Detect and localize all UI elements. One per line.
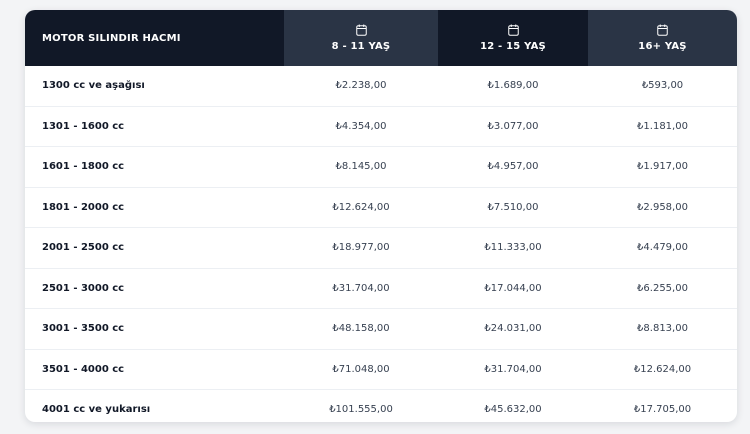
cell-age-8-11: ₺18.977,00 <box>284 227 438 269</box>
cell-age-12-15: ₺31.704,00 <box>438 349 588 390</box>
cell-age-12-15: ₺3.077,00 <box>438 106 588 147</box>
cell-age-16-plus: ₺12.624,00 <box>588 349 737 390</box>
table-header: MOTOR SILINDIR HACMI 8 - 11 YAŞ <box>25 10 737 66</box>
cell-age-8-11: ₺31.704,00 <box>284 268 438 309</box>
table-row: 3001 - 3500 cc ₺48.158,00 ₺24.031,00 ₺8.… <box>25 308 737 350</box>
table-row: 4001 cc ve yukarısı ₺101.555,00 ₺45.632,… <box>25 390 737 423</box>
cell-age-16-plus: ₺1.917,00 <box>588 146 737 188</box>
cell-age-12-15: ₺45.632,00 <box>484 404 542 416</box>
cell-age-12-15: ₺1.689,00 <box>438 66 588 107</box>
header-label: 12 - 15 YAŞ <box>480 41 546 52</box>
table-row: 1301 - 1600 cc ₺4.354,00 ₺3.077,00 ₺1.18… <box>25 106 737 147</box>
row-engine-volume: 1801 - 2000 cc <box>25 187 284 228</box>
table-row: 1801 - 2000 cc ₺12.624,00 ₺7.510,00 ₺2.9… <box>25 187 737 228</box>
cell-age-16-plus: ₺2.958,00 <box>588 187 737 228</box>
row-engine-volume: 1301 - 1600 cc <box>25 106 284 147</box>
cell-age-8-11: ₺12.624,00 <box>284 187 438 228</box>
row-engine-volume: 2501 - 3000 cc <box>25 268 284 309</box>
cell-age-12-15: ₺24.031,00 <box>438 308 588 350</box>
cell-age-12-15: ₺11.333,00 <box>438 227 588 269</box>
table-row: 3501 - 4000 cc ₺71.048,00 ₺31.704,00 ₺12… <box>25 349 737 390</box>
calendar-icon <box>507 24 519 36</box>
cell-age-8-11: ₺48.158,00 <box>284 308 438 350</box>
header-age-16-plus: 16+ YAŞ <box>588 10 737 66</box>
cell-age-12-15: ₺17.044,00 <box>438 268 588 309</box>
cell-age-16-plus: ₺593,00 <box>588 66 737 107</box>
cell-age-16-plus: ₺6.255,00 <box>588 268 737 309</box>
row-engine-volume: 3001 - 3500 cc <box>25 308 284 350</box>
table-row: 2001 - 2500 cc ₺18.977,00 ₺11.333,00 ₺4.… <box>25 227 737 269</box>
cell-age-8-11: ₺2.238,00 <box>284 66 438 107</box>
row-engine-volume: 1300 cc ve aşağısı <box>25 66 284 107</box>
mtv-table: MOTOR SILINDIR HACMI 8 - 11 YAŞ <box>25 10 737 422</box>
cell-age-12-15: ₺7.510,00 <box>438 187 588 228</box>
header-age-8-11: 8 - 11 YAŞ <box>284 10 438 66</box>
header-label: 8 - 11 YAŞ <box>331 41 391 52</box>
header-age-12-15: 12 - 15 YAŞ <box>438 10 588 66</box>
cell-age-8-11: ₺8.145,00 <box>284 146 438 188</box>
calendar-icon <box>355 24 367 36</box>
cell-age-16-plus: ₺1.181,00 <box>588 106 737 147</box>
cell-age-8-11: ₺71.048,00 <box>284 349 438 390</box>
row-engine-volume: 3501 - 4000 cc <box>25 349 284 390</box>
table-row: 1300 cc ve aşağısı ₺2.238,00 ₺1.689,00 ₺… <box>25 66 737 107</box>
table-row: 1601 - 1800 cc ₺8.145,00 ₺4.957,00 ₺1.91… <box>25 146 737 188</box>
table-row: 2501 - 3000 cc ₺31.704,00 ₺17.044,00 ₺6.… <box>25 268 737 309</box>
cell-age-8-11: ₺101.555,00 <box>329 404 393 416</box>
cell-age-16-plus: ₺8.813,00 <box>588 308 737 350</box>
row-engine-volume: 1601 - 1800 cc <box>25 146 284 188</box>
tax-table-card: MOTOR SILINDIR HACMI 8 - 11 YAŞ <box>25 10 737 422</box>
cell-age-8-11: ₺4.354,00 <box>284 106 438 147</box>
cell-age-16-plus: ₺4.479,00 <box>588 227 737 269</box>
row-engine-volume: 4001 cc ve yukarısı <box>42 404 151 416</box>
header-engine-volume: MOTOR SILINDIR HACMI <box>25 10 284 66</box>
header-label: 16+ YAŞ <box>638 41 687 52</box>
cell-age-12-15: ₺4.957,00 <box>438 146 588 188</box>
table-body: 1300 cc ve aşağısı ₺2.238,00 ₺1.689,00 ₺… <box>25 66 737 422</box>
row-engine-volume: 2001 - 2500 cc <box>25 227 284 269</box>
cell-age-16-plus: ₺17.705,00 <box>633 404 692 416</box>
calendar-icon <box>657 24 668 36</box>
